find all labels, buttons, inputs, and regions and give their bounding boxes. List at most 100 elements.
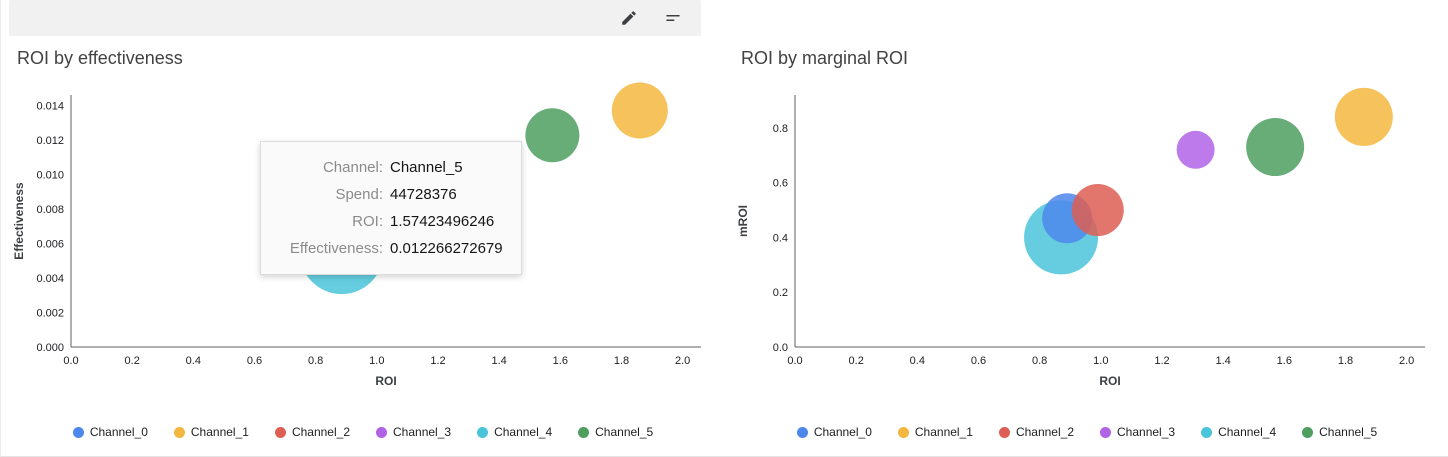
legend-item-channel_4[interactable]: Channel_4 [477, 425, 552, 439]
x-axis-title: ROI [1099, 374, 1120, 388]
tooltip-value: Channel_5 [390, 159, 463, 176]
y-tick-label: 0.008 [36, 204, 64, 216]
legend-item-channel_3[interactable]: Channel_3 [376, 425, 451, 439]
bubble-channel_1[interactable] [611, 82, 668, 139]
x-tick-label: 0.2 [849, 355, 864, 367]
bubble-channel_5[interactable] [1246, 118, 1305, 177]
legend-item-channel_0[interactable]: Channel_0 [72, 425, 148, 439]
x-tick-label: 1.8 [1338, 355, 1353, 367]
legend-label: Channel_4 [1218, 425, 1277, 439]
bubble-chart-roi-by-marginal-roi: 0.0 0.2 0.4 0.6 0.8 1.0 1.2 1.4 1.6 1.8 2.0 0.0 0.2 0… [736, 87, 1425, 388]
tooltip-label: Effectiveness: [289, 240, 383, 257]
x-tick-label: 1.4 [492, 355, 507, 367]
legend-item-channel_1[interactable]: Channel_1 [897, 425, 973, 439]
legend-item-channel_5[interactable]: Channel_5 [1302, 425, 1377, 439]
legend-dot [1302, 426, 1314, 438]
chart-area: 0.0 0.2 0.4 0.6 0.8 1.0 1.2 1.4 1.6 1.8 2.0 0.0 0.2 0… [731, 79, 1443, 401]
legend-item-channel_0[interactable]: Channel_0 [796, 425, 872, 439]
y-tick-label: 0.000 [36, 342, 64, 354]
filter-button[interactable] [659, 4, 687, 32]
x-tick-label: 0.2 [125, 355, 140, 367]
y-tick-label: 0.8 [773, 123, 788, 135]
legend-dot [72, 426, 84, 438]
x-tick-label: 1.2 [430, 355, 445, 367]
chart-toolbar [9, 0, 701, 36]
y-tick-label: 0.2 [773, 287, 788, 299]
legend-item-channel_1[interactable]: Channel_1 [173, 425, 249, 439]
x-tick-label: 0.8 [1032, 355, 1047, 367]
x-tick-label: 0.6 [971, 355, 986, 367]
x-axis-title: ROI [375, 374, 396, 388]
y-tick-label: 0.6 [773, 178, 788, 190]
y-tick-label: 0.004 [36, 273, 64, 285]
legend-label: Channel_3 [393, 425, 452, 439]
legend-dot [998, 426, 1010, 438]
legend-dot [1201, 426, 1213, 438]
legend-item-channel_2[interactable]: Channel_2 [998, 425, 1074, 439]
bubble-channel_2[interactable] [1071, 184, 1124, 237]
x-tick-label: 1.8 [614, 355, 629, 367]
bubble-channel_3[interactable] [1176, 130, 1215, 169]
legend-item-channel_2[interactable]: Channel_2 [274, 425, 350, 439]
x-tick-label: 2.0 [675, 355, 690, 367]
pencil-icon [620, 9, 638, 27]
legend-label: Channel_5 [1319, 425, 1378, 439]
x-tick-label: 1.6 [1277, 355, 1292, 367]
edit-button[interactable] [615, 4, 643, 32]
tooltip-row: Channel: Channel_5 [275, 154, 503, 181]
legend-dot [578, 426, 590, 438]
x-tick-label: 0.6 [247, 355, 262, 367]
y-tick-label: 0.002 [36, 307, 64, 319]
x-tick-label: 1.2 [1154, 355, 1169, 367]
x-tick-label: 1.0 [369, 355, 384, 367]
charts-row: ROI by effectiveness 0.0 0.2 0.4 0.6 0.8 1.0 1… [1, 0, 1448, 439]
filter-icon [664, 9, 682, 27]
tooltip-label: Spend: [335, 186, 383, 203]
chart-title: ROI by marginal ROI [741, 48, 909, 68]
legend-label: Channel_0 [89, 425, 148, 439]
x-tick-label: 1.4 [1216, 355, 1231, 367]
chart-legend: Channel_0 Channel_1 Channel_2 Channel_3 Chan… [7, 425, 719, 439]
y-axis-title: Effectiveness [12, 182, 26, 260]
legend-dot [1100, 426, 1111, 438]
chart-card-roi-by-marginal-roi: ROI by marginal ROI 0.0 0.2 0.4 0.6 0.8 1.0 1.… [725, 46, 1448, 439]
legend-dot [173, 426, 185, 438]
x-tick-label: 0.8 [308, 355, 323, 367]
tooltip-row: ROI: 1.57423496246 [275, 208, 503, 235]
x-tick-label: 0.0 [63, 355, 78, 367]
tooltip-row: Spend: 44728376 [275, 181, 503, 208]
legend-label: Channel_1 [914, 425, 973, 439]
legend-item-channel_4[interactable]: Channel_4 [1201, 425, 1276, 439]
legend-label: Channel_5 [595, 425, 654, 439]
tooltip-value: 0.012266272679 [390, 240, 503, 257]
legend-dot [477, 426, 489, 438]
y-tick-label: 0.4 [773, 232, 788, 244]
x-tick-label: 1.0 [1093, 355, 1108, 367]
x-tick-label: 2.0 [1399, 355, 1414, 367]
legend-label: Channel_3 [1117, 425, 1176, 439]
x-tick-label: 0.0 [787, 355, 802, 367]
bubble-channel_1[interactable] [1334, 87, 1393, 146]
tooltip-label: Channel: [322, 159, 383, 176]
y-tick-label: 0.012 [36, 135, 64, 147]
x-tick-label: 1.6 [553, 355, 568, 367]
y-tick-label: 0.0 [773, 342, 788, 354]
legend-dot [796, 426, 808, 438]
tooltip-label: ROI: [352, 213, 383, 230]
y-axis-title: mROI [736, 205, 750, 237]
y-tick-label: 0.010 [36, 169, 64, 181]
chart-title: ROI by effectiveness [17, 48, 183, 68]
legend-item-channel_3[interactable]: Channel_3 [1100, 425, 1175, 439]
chart-area: 0.0 0.2 0.4 0.6 0.8 1.0 1.2 1.4 1.6 1.8 2.0 0.000 0.… [7, 79, 719, 401]
legend-dot [274, 426, 286, 438]
legend-dot [897, 426, 909, 438]
tooltip-value: 1.57423496246 [390, 213, 495, 230]
y-tick-label: 0.014 [36, 100, 64, 112]
legend-label: Channel_4 [494, 425, 553, 439]
tooltip-row: Effectiveness: 0.012266272679 [275, 235, 503, 262]
legend-item-channel_5[interactable]: Channel_5 [578, 425, 653, 439]
chart-tooltip: Channel: Channel_5 Spend: 44728376 ROI: 1.574… [260, 141, 522, 275]
legend-label: Channel_2 [291, 425, 350, 439]
tooltip-value: 44728376 [390, 186, 457, 203]
bubble-channel_5[interactable] [525, 108, 580, 163]
